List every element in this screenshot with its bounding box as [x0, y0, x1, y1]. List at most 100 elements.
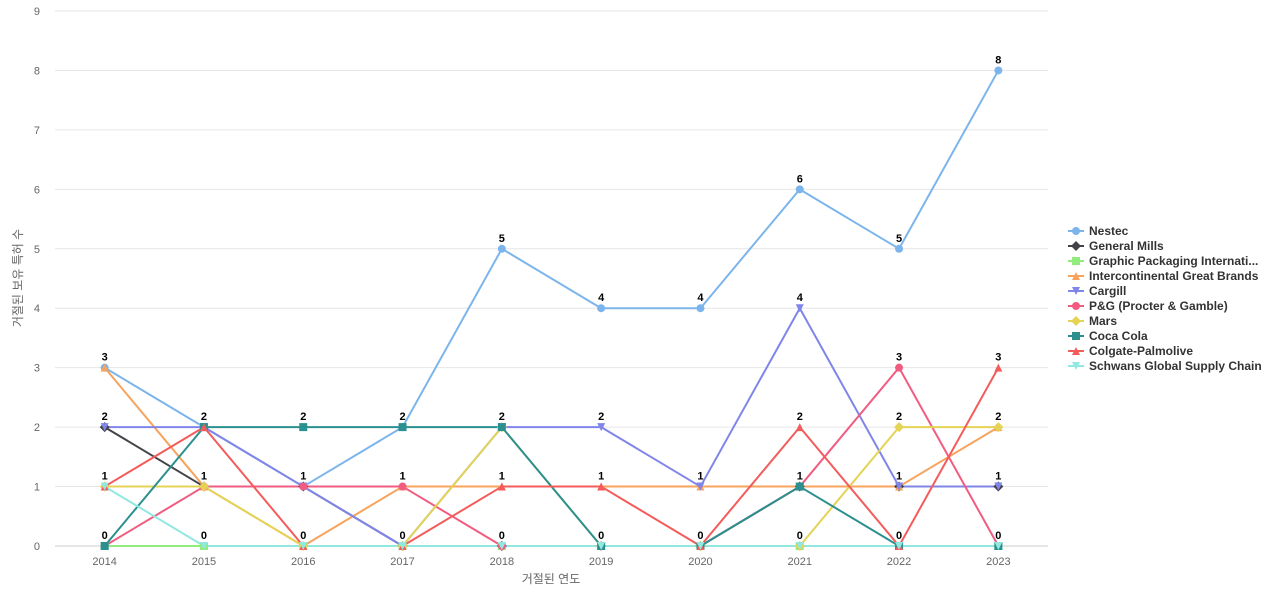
x-tick-label: 2018 — [490, 556, 514, 568]
legend-item[interactable]: Schwans Global Supply Chain — [1068, 359, 1262, 373]
data-label: 4 — [598, 292, 605, 304]
data-label: 8 — [995, 54, 1001, 66]
x-tick-label: 2022 — [887, 556, 911, 568]
legend-label: Colgate-Palmolive — [1089, 344, 1193, 358]
legend-marker — [1072, 332, 1080, 340]
series-line — [103, 367, 999, 547]
legend-marker — [1071, 241, 1081, 251]
data-label: 1 — [797, 471, 803, 483]
data-point — [795, 304, 804, 313]
legend-label: Cargill — [1089, 284, 1126, 298]
data-label: 2 — [797, 411, 803, 423]
y-tick-label: 8 — [34, 65, 40, 77]
data-label: 2 — [201, 411, 207, 423]
legend-item[interactable]: Colgate-Palmolive — [1068, 344, 1193, 358]
series-line — [104, 366, 1000, 547]
data-label: 2 — [102, 411, 108, 423]
data-label: 1 — [499, 471, 505, 483]
legend-item[interactable]: Coca Cola — [1068, 329, 1148, 343]
legend-marker — [1072, 257, 1080, 265]
legend-label: General Mills — [1089, 239, 1164, 253]
x-axis-title: 거절된 연도 — [522, 572, 581, 586]
data-label: 3 — [896, 352, 902, 364]
series-lines — [103, 69, 1000, 547]
data-point — [398, 423, 407, 432]
data-label: 0 — [896, 530, 902, 542]
legend-marker — [1072, 272, 1080, 280]
legend-item[interactable]: General Mills — [1068, 239, 1164, 253]
series-markers — [99, 66, 1004, 551]
legend-item[interactable]: P&G (Procter & Gamble) — [1068, 299, 1228, 313]
data-point — [795, 185, 804, 194]
x-tick-label: 2021 — [788, 556, 812, 568]
data-point — [795, 482, 804, 491]
data-point — [895, 542, 904, 550]
legend-item[interactable]: Intercontinental Great Brands — [1068, 269, 1259, 283]
legend-item[interactable]: Cargill — [1068, 284, 1126, 298]
series-line — [104, 367, 1000, 547]
x-tick-label: 2019 — [589, 556, 613, 568]
legend-item[interactable]: Graphic Packaging Internati... — [1068, 254, 1258, 268]
x-tick-label: 2023 — [986, 556, 1010, 568]
data-point — [199, 542, 208, 550]
data-label: 4 — [797, 292, 804, 304]
legend-item[interactable]: Nestec — [1068, 224, 1129, 238]
y-axis-title: 거절된 보유 특허 수 — [11, 229, 25, 327]
legend-label: Intercontinental Great Brands — [1089, 269, 1259, 283]
x-tick-label: 2016 — [291, 556, 315, 568]
data-label: 1 — [995, 471, 1001, 483]
legend-marker — [1072, 347, 1080, 355]
data-label: 1 — [300, 471, 306, 483]
data-point — [299, 482, 308, 491]
legend-marker — [1072, 302, 1080, 310]
data-point — [795, 542, 804, 550]
x-tick-label: 2015 — [192, 556, 216, 568]
data-point — [994, 66, 1003, 75]
data-label: 0 — [102, 530, 108, 542]
data-point — [100, 423, 109, 432]
data-label: 2 — [598, 411, 604, 423]
y-axis-ticks: 0 1 2 3 4 5 6 7 8 9 — [34, 6, 40, 553]
data-label: 0 — [399, 530, 405, 542]
data-label: 2 — [499, 411, 505, 423]
legend-marker — [1072, 227, 1080, 235]
data-point — [597, 542, 606, 550]
legend-item[interactable]: Mars — [1068, 314, 1117, 328]
legend-marker — [1071, 316, 1081, 326]
data-label: 5 — [499, 233, 505, 245]
data-point — [597, 304, 606, 313]
legend-label: Nestec — [1089, 224, 1129, 238]
data-label: 0 — [995, 530, 1001, 542]
data-point — [597, 482, 606, 491]
data-point — [398, 482, 407, 491]
data-label: 2 — [300, 411, 306, 423]
y-tick-label: 0 — [34, 541, 40, 553]
data-point — [398, 542, 407, 550]
data-point — [994, 363, 1003, 372]
data-label: 1 — [896, 471, 902, 483]
data-point — [895, 244, 904, 253]
legend-label: Schwans Global Supply Chain — [1089, 359, 1262, 373]
data-point — [199, 423, 208, 432]
data-point — [100, 482, 109, 491]
data-label: 2 — [399, 411, 405, 423]
data-label: 1 — [598, 471, 604, 483]
data-label: 0 — [300, 530, 306, 542]
data-point — [497, 482, 506, 491]
data-label: 2 — [995, 411, 1001, 423]
data-point — [198, 481, 209, 492]
data-point — [299, 423, 308, 432]
data-label: 0 — [797, 530, 803, 542]
data-label: 1 — [102, 471, 108, 483]
data-point — [497, 423, 506, 432]
data-label: 3 — [102, 352, 108, 364]
y-tick-label: 1 — [34, 482, 40, 494]
x-tick-label: 2020 — [688, 556, 712, 568]
data-point — [795, 423, 804, 432]
data-point — [597, 423, 606, 432]
data-label: 1 — [697, 471, 703, 483]
data-label: 5 — [896, 233, 902, 245]
data-labels: 3 2 1 0 2 1 0 2 1 0 2 1 0 5 2 1 0 4 2 1 0 4 1 0 6 4 2 1 0 5 3 2 1 0 8 3 2 1 0 — [102, 54, 1002, 542]
